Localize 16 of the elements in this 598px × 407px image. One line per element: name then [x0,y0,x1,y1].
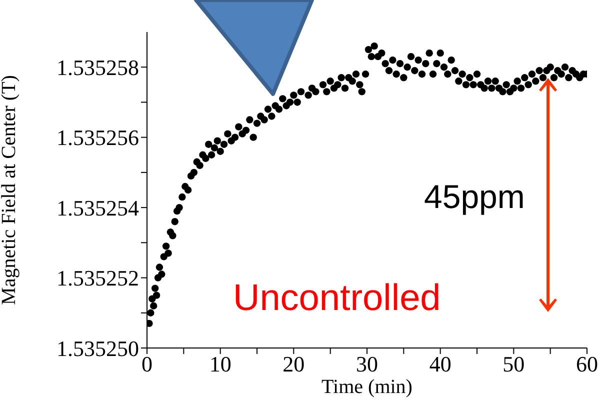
x-tick-label: 60 [576,352,598,377]
x-tick-label: 50 [502,352,525,377]
x-tick-label: 0 [142,352,152,377]
y-tick-label: 1.535256 [56,125,139,150]
y-tick-label: 1.535254 [56,195,139,220]
x-axis-title: Time (min) [322,376,412,398]
x-tick-label: 20 [282,352,305,377]
y-tick-label: 1.535250 [56,336,139,361]
x-tick-label: 40 [429,352,452,377]
annotation: Uncontrolled [233,277,441,319]
y-tick-label: 1.535252 [56,266,139,291]
annotation: 45ppm [424,178,525,216]
x-tick-label: 30 [356,352,378,377]
y-axis-title: Magnetic Field at Center (T) [0,75,20,305]
y-tick-label: 1.535258 [56,54,139,80]
x-tick-label: 10 [209,352,232,377]
